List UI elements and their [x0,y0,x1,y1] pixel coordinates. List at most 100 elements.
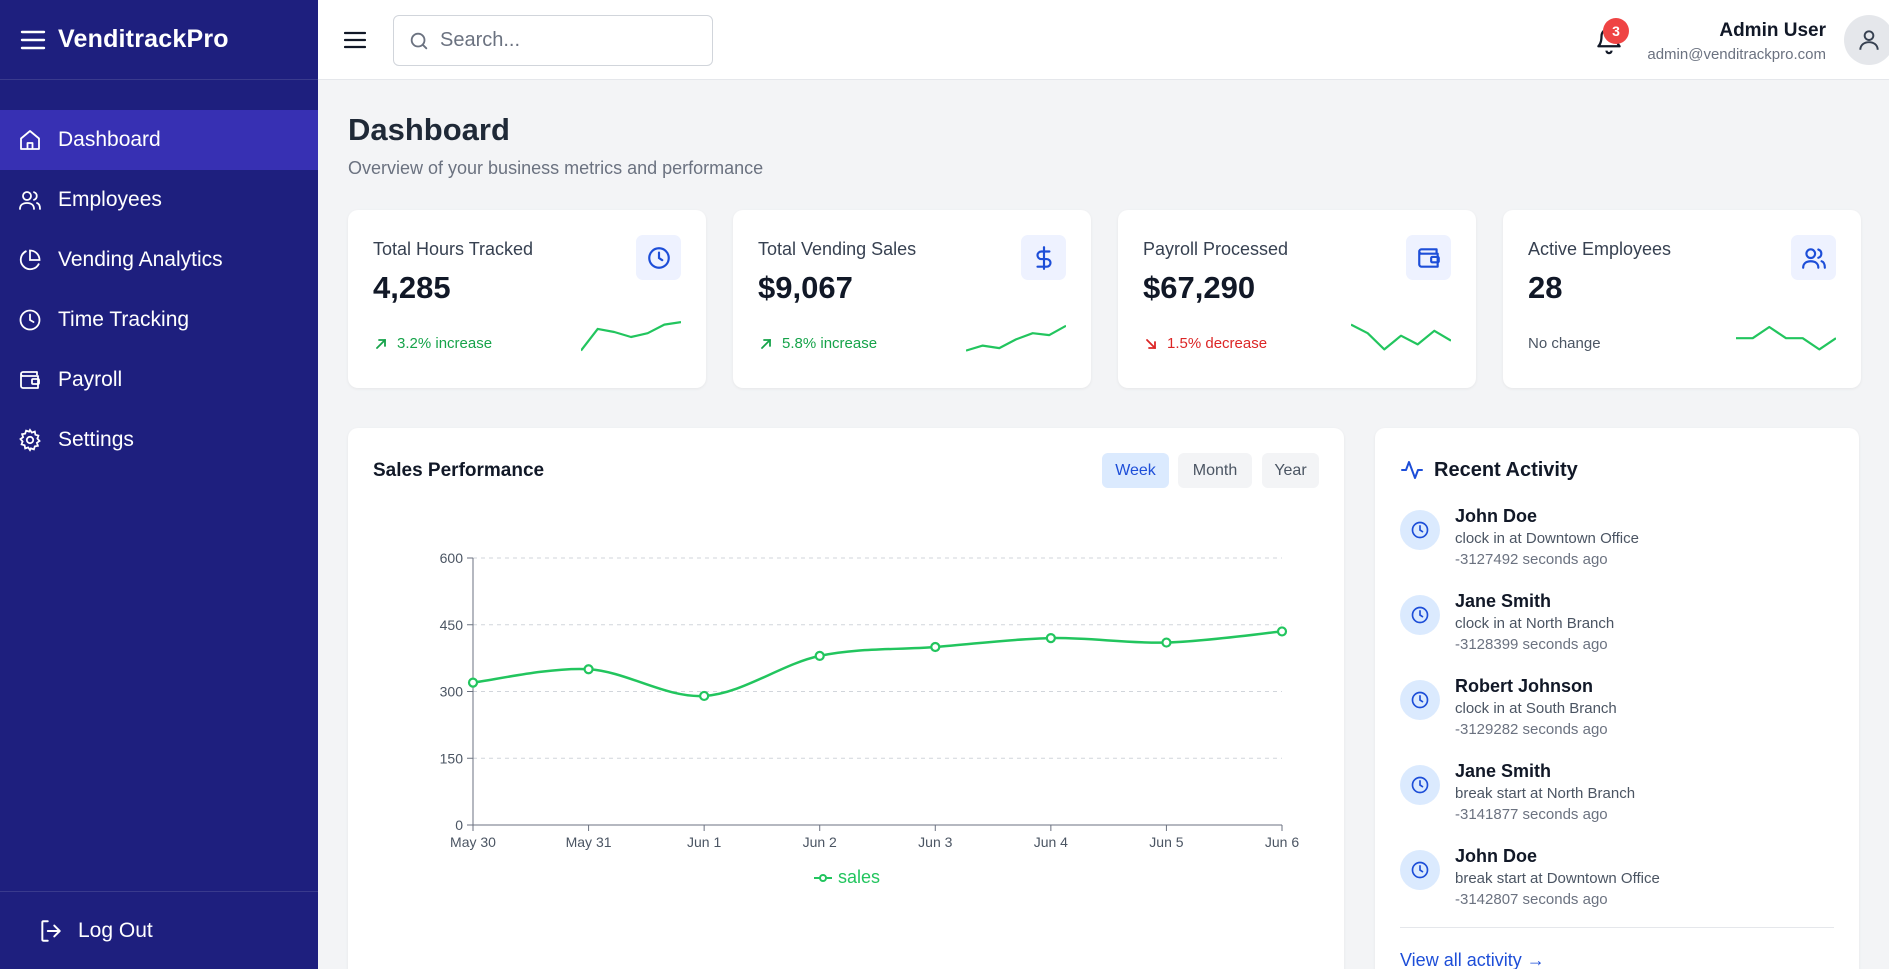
sales-line-chart: 0 150 300 450 600 May 30 May 31 Jun 1 Jun 2 Jun 3… [440,550,1300,887]
stat-label: Payroll Processed [1143,239,1289,259]
activity-action: clock in at South Branch [1455,700,1617,717]
y-tick-label: 450 [440,617,464,633]
sidebar-header: VenditrackPro [0,0,318,80]
sparkline-series [1351,323,1451,351]
logout-icon [41,919,61,942]
sidebar-item-employees[interactable]: Employees [0,170,318,230]
activity-time: -3128399 seconds ago [1455,636,1608,653]
range-year-button[interactable]: Year [1262,453,1319,488]
stat-trend: 3.2% increase [373,335,492,352]
home-icon [20,130,40,150]
sparkline [1351,323,1451,351]
user-email: admin@venditrackpro.com [1647,46,1826,63]
stat-card-payroll: Payroll Processed $67,290 1.5% decrease [1118,210,1476,388]
search-icon [410,32,428,49]
page-title: Dashboard [348,112,510,147]
stat-trend-label: 3.2% increase [397,335,493,352]
sidebar-item-settings[interactable]: Settings [0,410,318,470]
stat-trend-label: 1.5% decrease [1167,335,1268,352]
search-input[interactable] [440,29,680,52]
x-tick-label: Jun 6 [1265,834,1299,850]
sparkline-series [1736,325,1836,351]
sidebar-item-label: Settings [58,428,134,451]
activity-name: Jane Smith [1455,761,1552,781]
activity-time: -3141877 seconds ago [1455,806,1608,823]
stat-label: Total Vending Sales [758,239,917,259]
x-tick-label: Jun 3 [918,834,952,850]
sidebar-item-label: Time Tracking [58,308,190,331]
menu-icon[interactable] [20,30,46,50]
user-info[interactable]: Admin User admin@venditrackpro.com [1647,20,1826,63]
arrow-down-right-icon [1146,338,1156,349]
data-point[interactable] [814,650,825,661]
x-tick-label: Jun 1 [687,834,721,850]
stat-label: Active Employees [1528,239,1672,259]
sidebar-item-label: Employees [58,188,162,211]
sales-panel-title: Sales Performance [373,460,545,481]
activity-icon [1401,461,1423,479]
search-box[interactable] [393,15,713,66]
data-point[interactable] [930,641,941,653]
view-all-activity-link[interactable]: View all activity → [1400,950,1545,969]
sidebar-item-label: Payroll [58,368,123,391]
sidebar-item-payroll[interactable]: Payroll [0,350,318,410]
activity-action: break start at Downtown Office [1455,870,1660,887]
activity-avatar [1400,595,1440,635]
x-tick-label: Jun 4 [1034,834,1068,850]
menu-icon[interactable] [344,30,366,50]
activity-item[interactable]: John Doe clock in at Downtown Office -31… [1400,506,1840,586]
sidebar-item-vending-analytics[interactable]: Vending Analytics [0,230,318,290]
activity-title: Recent Activity [1400,458,1578,482]
user-icon [1859,30,1879,50]
sparkline [1736,325,1836,351]
sidebar-item-dashboard[interactable]: Dashboard [0,110,318,170]
data-point[interactable] [1045,633,1056,644]
series-line-sales [472,630,1283,698]
range-week-button[interactable]: Week [1102,453,1169,488]
stat-icon-box [1406,235,1451,280]
page-subtitle: Overview of your business metrics and pe… [348,158,764,178]
data-point[interactable] [1161,637,1172,648]
stat-card-hours: Total Hours Tracked 4,285 3.2% increase [348,210,706,388]
divider [1400,927,1834,928]
arrow-up-right-icon [376,338,386,349]
stat-trend: 5.8% increase [758,335,877,352]
data-point[interactable] [699,690,710,702]
avatar[interactable] [1844,15,1889,65]
x-tick-label: May 30 [450,834,496,850]
y-tick-label: 0 [455,817,463,833]
data-point[interactable] [467,677,479,688]
stat-trend-label: 5.8% increase [782,335,878,352]
sidebar-item-time-tracking[interactable]: Time Tracking [0,290,318,350]
data-point[interactable] [583,664,594,675]
y-tick-label: 600 [440,550,464,566]
activity-name: Jane Smith [1455,591,1552,611]
x-tick-label: Jun 2 [803,834,837,850]
activity-item[interactable]: Jane Smith break start at North Branch -… [1400,761,1840,841]
sparkline-series [581,321,681,352]
chart-legend: sales [814,867,880,887]
y-tick-label: 150 [440,750,464,766]
user-name: Admin User [1719,20,1826,41]
clock-icon [647,246,670,269]
wallet-icon [1417,247,1440,268]
stat-value: $9,067 [758,270,853,305]
logout-button[interactable]: Log Out [0,891,318,969]
activity-item[interactable]: John Doe break start at Downtown Office … [1400,846,1840,926]
activity-item[interactable]: Robert Johnson clock in at South Branch … [1400,676,1840,756]
stat-trend: 1.5% decrease [1143,335,1267,352]
stat-icon-box [636,235,681,280]
data-point[interactable] [1276,626,1288,637]
brand-name: VenditrackPro [58,25,229,53]
activity-action: break start at North Branch [1455,785,1636,802]
activity-item[interactable]: Jane Smith clock in at North Branch -312… [1400,591,1840,671]
activity-time: -3129282 seconds ago [1455,721,1608,738]
chart-grid [473,557,1282,759]
gear-icon [19,428,41,452]
activity-avatar [1400,680,1440,720]
sales-performance-panel: Sales Performance Week Month Year 0 150 30… [348,428,1344,969]
topbar: 3 Admin User admin@venditrackpro.com [318,0,1889,80]
range-month-button[interactable]: Month [1178,453,1252,488]
wallet-icon [20,371,40,389]
clock-icon [1411,776,1429,794]
